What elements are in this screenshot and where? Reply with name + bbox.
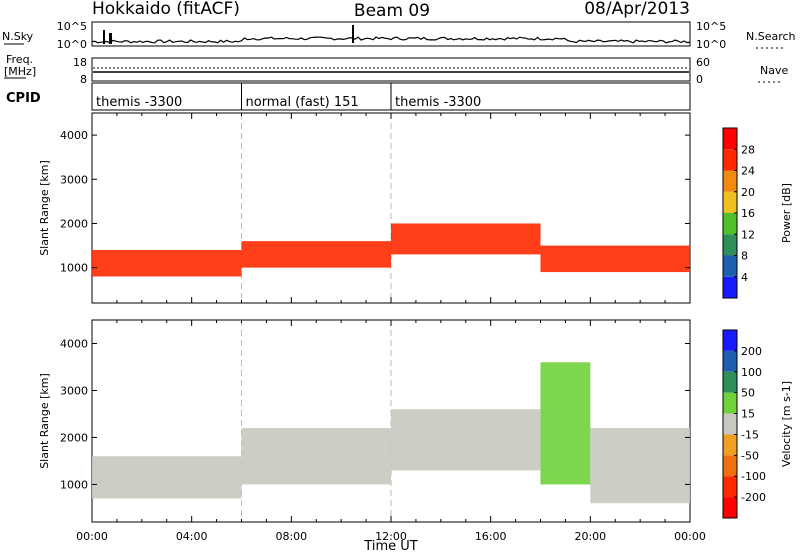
date-title: 08/Apr/2013 bbox=[584, 0, 690, 19]
velocity-panel: 1000 2000 3000 4000 Slant Range [km] 00:00 04:… bbox=[38, 319, 706, 543]
y-tick-label: 1000 bbox=[60, 478, 88, 491]
velocity-colorbar-segment bbox=[723, 392, 737, 414]
nave-tick-bottom: 0 bbox=[696, 73, 703, 86]
velocity-band bbox=[391, 409, 541, 471]
beam-title: Beam 09 bbox=[354, 1, 430, 21]
colorbar-tick-label: 15 bbox=[741, 408, 755, 421]
velocity-band bbox=[540, 362, 591, 485]
x-tick-label: 16:00 bbox=[475, 530, 507, 543]
freq-tick-bottom: 8 bbox=[80, 73, 87, 86]
x-tick-label: 08:00 bbox=[275, 530, 307, 543]
colorbar-tick-label: 20 bbox=[741, 186, 755, 199]
power-ylabel: Slant Range [km] bbox=[38, 160, 51, 256]
y-tick-label: 2000 bbox=[60, 217, 88, 230]
nsky-spike-3 bbox=[352, 25, 354, 43]
y-tick-label: 1000 bbox=[60, 262, 88, 275]
power-colorbar-title: Power [dB] bbox=[780, 183, 793, 243]
power-colorbar-segment bbox=[723, 128, 737, 150]
x-tick-label: 12:00 bbox=[375, 530, 407, 543]
velocity-colorbar-segment bbox=[723, 350, 737, 372]
nave-label: Nave bbox=[760, 64, 788, 77]
nsky-frame bbox=[91, 21, 691, 47]
power-colorbar-segment bbox=[723, 276, 737, 298]
nsearch-tick-top: 10^5 bbox=[696, 20, 726, 33]
station-title: Hokkaido (fitACF) bbox=[92, 0, 240, 19]
power-colorbar-segment bbox=[723, 149, 737, 171]
nsky-spike-2 bbox=[109, 33, 112, 44]
y-tick-label: 4000 bbox=[60, 337, 88, 350]
nsky-tick-top: 10^5 bbox=[57, 20, 87, 33]
colorbar-tick-label: 100 bbox=[741, 366, 762, 379]
velocity-ylabel: Slant Range [km] bbox=[38, 373, 51, 469]
velocity-colorbar-segment bbox=[723, 476, 737, 498]
cpid-segment-label: themis -3300 bbox=[395, 95, 481, 110]
colorbar-tick-label: -200 bbox=[741, 491, 766, 504]
freq-label-2: [MHz] bbox=[4, 65, 36, 78]
colorbar-tick-label: -100 bbox=[741, 470, 766, 483]
y-tick-label: 3000 bbox=[60, 173, 88, 186]
colorbar-tick-label: -15 bbox=[741, 428, 759, 441]
freq-label-1: Freq. bbox=[6, 53, 33, 66]
power-panel: 1000 2000 3000 4000 Slant Range [km] bbox=[38, 112, 691, 304]
velocity-colorbar-segment bbox=[723, 455, 737, 477]
y-tick-label: 3000 bbox=[60, 384, 88, 397]
velocity-colorbar-segment bbox=[723, 497, 737, 518]
velocity-colorbar-frame bbox=[722, 329, 738, 519]
power-colorbar-segment bbox=[723, 170, 737, 192]
velocity-colorbar-segment bbox=[723, 413, 737, 435]
y-tick-label: 2000 bbox=[60, 431, 88, 444]
x-axis-title: Time UT bbox=[363, 539, 417, 554]
cpid-label: CPID bbox=[6, 91, 41, 106]
power-band bbox=[92, 249, 242, 277]
velocity-band bbox=[241, 428, 391, 485]
x-tick-label: 00:00 bbox=[674, 530, 706, 543]
nave-tick-top: 60 bbox=[696, 56, 710, 69]
colorbar-tick-label: 16 bbox=[741, 207, 755, 220]
velocity-colorbar-segment bbox=[723, 434, 737, 456]
freq-frame bbox=[91, 57, 691, 82]
nsearch-label: N.Search bbox=[746, 30, 796, 43]
cpid-segment-label: normal (fast) 151 bbox=[246, 95, 359, 110]
x-tick-label: 20:00 bbox=[574, 530, 606, 543]
power-colorbar-segment bbox=[723, 255, 737, 277]
nsky-tick-bottom: 10^0 bbox=[57, 38, 87, 51]
power-colorbar-segment bbox=[723, 191, 737, 213]
colorbar-tick-label: -50 bbox=[741, 449, 759, 462]
velocity-colorbar-segment bbox=[723, 371, 737, 393]
power-band bbox=[540, 245, 690, 273]
nsky-trace bbox=[91, 36, 691, 44]
nsky-panel: N.Sky 10^5 10^0 10^5 10^0 N.Search bbox=[2, 20, 796, 51]
velocity-band bbox=[590, 428, 690, 504]
nsearch-tick-bottom: 10^0 bbox=[696, 38, 726, 51]
freq-panel: Freq. [MHz] 18 8 60 0 Nave bbox=[4, 53, 788, 86]
power-colorbar-segment bbox=[723, 234, 737, 256]
velocity-band bbox=[92, 456, 242, 499]
power-colorbar: 4 8 12 16 20 24 28 Power [dB] bbox=[722, 127, 793, 299]
colorbar-tick-label: 200 bbox=[741, 345, 762, 358]
power-colorbar-segment bbox=[723, 213, 737, 235]
velocity-colorbar-title: Velocity [m s-1] bbox=[780, 381, 793, 467]
freq-tick-top: 18 bbox=[73, 56, 87, 69]
cpid-segment-label: themis -3300 bbox=[96, 95, 182, 110]
colorbar-tick-label: 24 bbox=[741, 165, 755, 178]
power-band bbox=[241, 241, 391, 268]
velocity-colorbar: 200 100 50 15 -15 -50 -100 -200 Velocity [m s-1] bbox=[722, 329, 793, 519]
colorbar-tick-label: 12 bbox=[741, 228, 755, 241]
nsky-spike-1 bbox=[103, 30, 105, 44]
x-tick-label: 00:00 bbox=[76, 530, 108, 543]
cpid-panel: CPID themis -3300 normal (fast) 151 themis… bbox=[6, 82, 691, 111]
y-tick-label: 4000 bbox=[60, 129, 88, 142]
power-band bbox=[391, 223, 541, 255]
colorbar-tick-label: 4 bbox=[741, 271, 748, 284]
x-tick-label: 04:00 bbox=[176, 530, 208, 543]
velocity-colorbar-segment bbox=[723, 330, 737, 351]
nsky-label: N.Sky bbox=[2, 30, 34, 43]
colorbar-tick-label: 50 bbox=[741, 387, 755, 400]
colorbar-tick-label: 28 bbox=[741, 143, 755, 156]
colorbar-tick-label: 8 bbox=[741, 250, 748, 263]
